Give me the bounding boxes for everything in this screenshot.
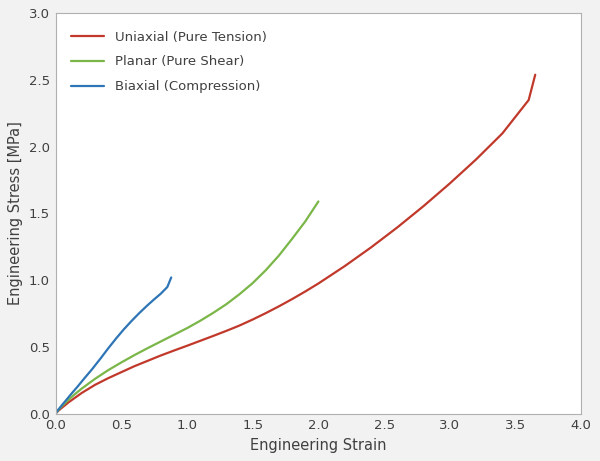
Planar (Pure Shear) [209,310,217,316]
Line: Uniaxial (Pure Tension): Uniaxial (Pure Tension) [56,75,535,414]
Planar (Pure Shear) [302,219,309,224]
Uniaxial (Pure Tension) [197,338,204,343]
Planar (Pure Shear) [184,325,191,331]
Planar (Pure Shear) [144,345,151,351]
Biaxial (Compression) [59,402,66,408]
Planar (Pure Shear) [65,397,73,402]
Uniaxial (Pure Tension) [59,405,66,410]
Uniaxial (Pure Tension) [341,263,348,269]
Uniaxial (Pure Tension) [131,363,138,369]
Planar (Pure Shear) [104,367,112,373]
Uniaxial (Pure Tension) [525,97,532,103]
Uniaxial (Pure Tension) [209,333,217,339]
Planar (Pure Shear) [262,267,269,273]
Uniaxial (Pure Tension) [78,390,85,396]
Planar (Pure Shear) [55,408,62,413]
Biaxial (Compression) [128,318,136,324]
Biaxial (Compression) [112,336,119,341]
Y-axis label: Engineering Stress [MPa]: Engineering Stress [MPa] [8,122,23,305]
Biaxial (Compression) [89,366,96,372]
Biaxial (Compression) [164,284,171,290]
Uniaxial (Pure Tension) [65,399,73,405]
Uniaxial (Pure Tension) [104,375,112,381]
Uniaxial (Pure Tension) [223,328,230,334]
Uniaxial (Pure Tension) [532,72,539,77]
Planar (Pure Shear) [71,391,79,396]
Planar (Pure Shear) [52,411,59,416]
Planar (Pure Shear) [223,301,230,307]
Biaxial (Compression) [68,391,75,396]
Biaxial (Compression) [62,397,70,403]
Uniaxial (Pure Tension) [275,303,283,309]
Legend: Uniaxial (Pure Tension), Planar (Pure Shear), Biaxial (Compression): Uniaxial (Pure Tension), Planar (Pure Sh… [66,25,272,99]
Planar (Pure Shear) [197,318,204,324]
Biaxial (Compression) [151,296,158,302]
Planar (Pure Shear) [315,199,322,204]
Line: Planar (Pure Shear): Planar (Pure Shear) [56,201,319,414]
Uniaxial (Pure Tension) [394,225,401,230]
Uniaxial (Pure Tension) [170,348,178,353]
Uniaxial (Pure Tension) [472,157,479,162]
Biaxial (Compression) [74,384,82,389]
Biaxial (Compression) [157,291,164,296]
Uniaxial (Pure Tension) [118,369,125,375]
Uniaxial (Pure Tension) [144,358,151,364]
Uniaxial (Pure Tension) [184,343,191,349]
Uniaxial (Pure Tension) [367,245,374,250]
Uniaxial (Pure Tension) [55,408,62,414]
Biaxial (Compression) [104,346,112,351]
Planar (Pure Shear) [289,236,296,242]
Uniaxial (Pure Tension) [289,296,296,302]
X-axis label: Engineering Strain: Engineering Strain [250,437,386,453]
Planar (Pure Shear) [91,376,98,382]
Biaxial (Compression) [121,326,128,332]
Uniaxial (Pure Tension) [249,317,256,322]
Planar (Pure Shear) [170,332,178,337]
Uniaxial (Pure Tension) [420,203,427,209]
Biaxial (Compression) [81,375,88,381]
Biaxial (Compression) [55,407,62,413]
Line: Biaxial (Compression): Biaxial (Compression) [56,278,171,414]
Planar (Pure Shear) [236,291,243,297]
Planar (Pure Shear) [59,403,66,408]
Uniaxial (Pure Tension) [236,323,243,328]
Uniaxial (Pure Tension) [262,310,269,316]
Uniaxial (Pure Tension) [446,181,454,186]
Biaxial (Compression) [52,411,59,416]
Uniaxial (Pure Tension) [71,395,79,400]
Biaxial (Compression) [167,275,175,280]
Planar (Pure Shear) [249,280,256,286]
Biaxial (Compression) [144,302,151,308]
Planar (Pure Shear) [78,386,85,391]
Planar (Pure Shear) [157,339,164,344]
Biaxial (Compression) [136,310,143,315]
Planar (Pure Shear) [131,352,138,358]
Uniaxial (Pure Tension) [157,353,164,358]
Uniaxial (Pure Tension) [499,130,506,136]
Uniaxial (Pure Tension) [315,281,322,286]
Biaxial (Compression) [97,356,104,361]
Uniaxial (Pure Tension) [302,289,309,294]
Planar (Pure Shear) [275,253,283,258]
Uniaxial (Pure Tension) [91,382,98,388]
Planar (Pure Shear) [118,360,125,365]
Uniaxial (Pure Tension) [52,411,59,416]
